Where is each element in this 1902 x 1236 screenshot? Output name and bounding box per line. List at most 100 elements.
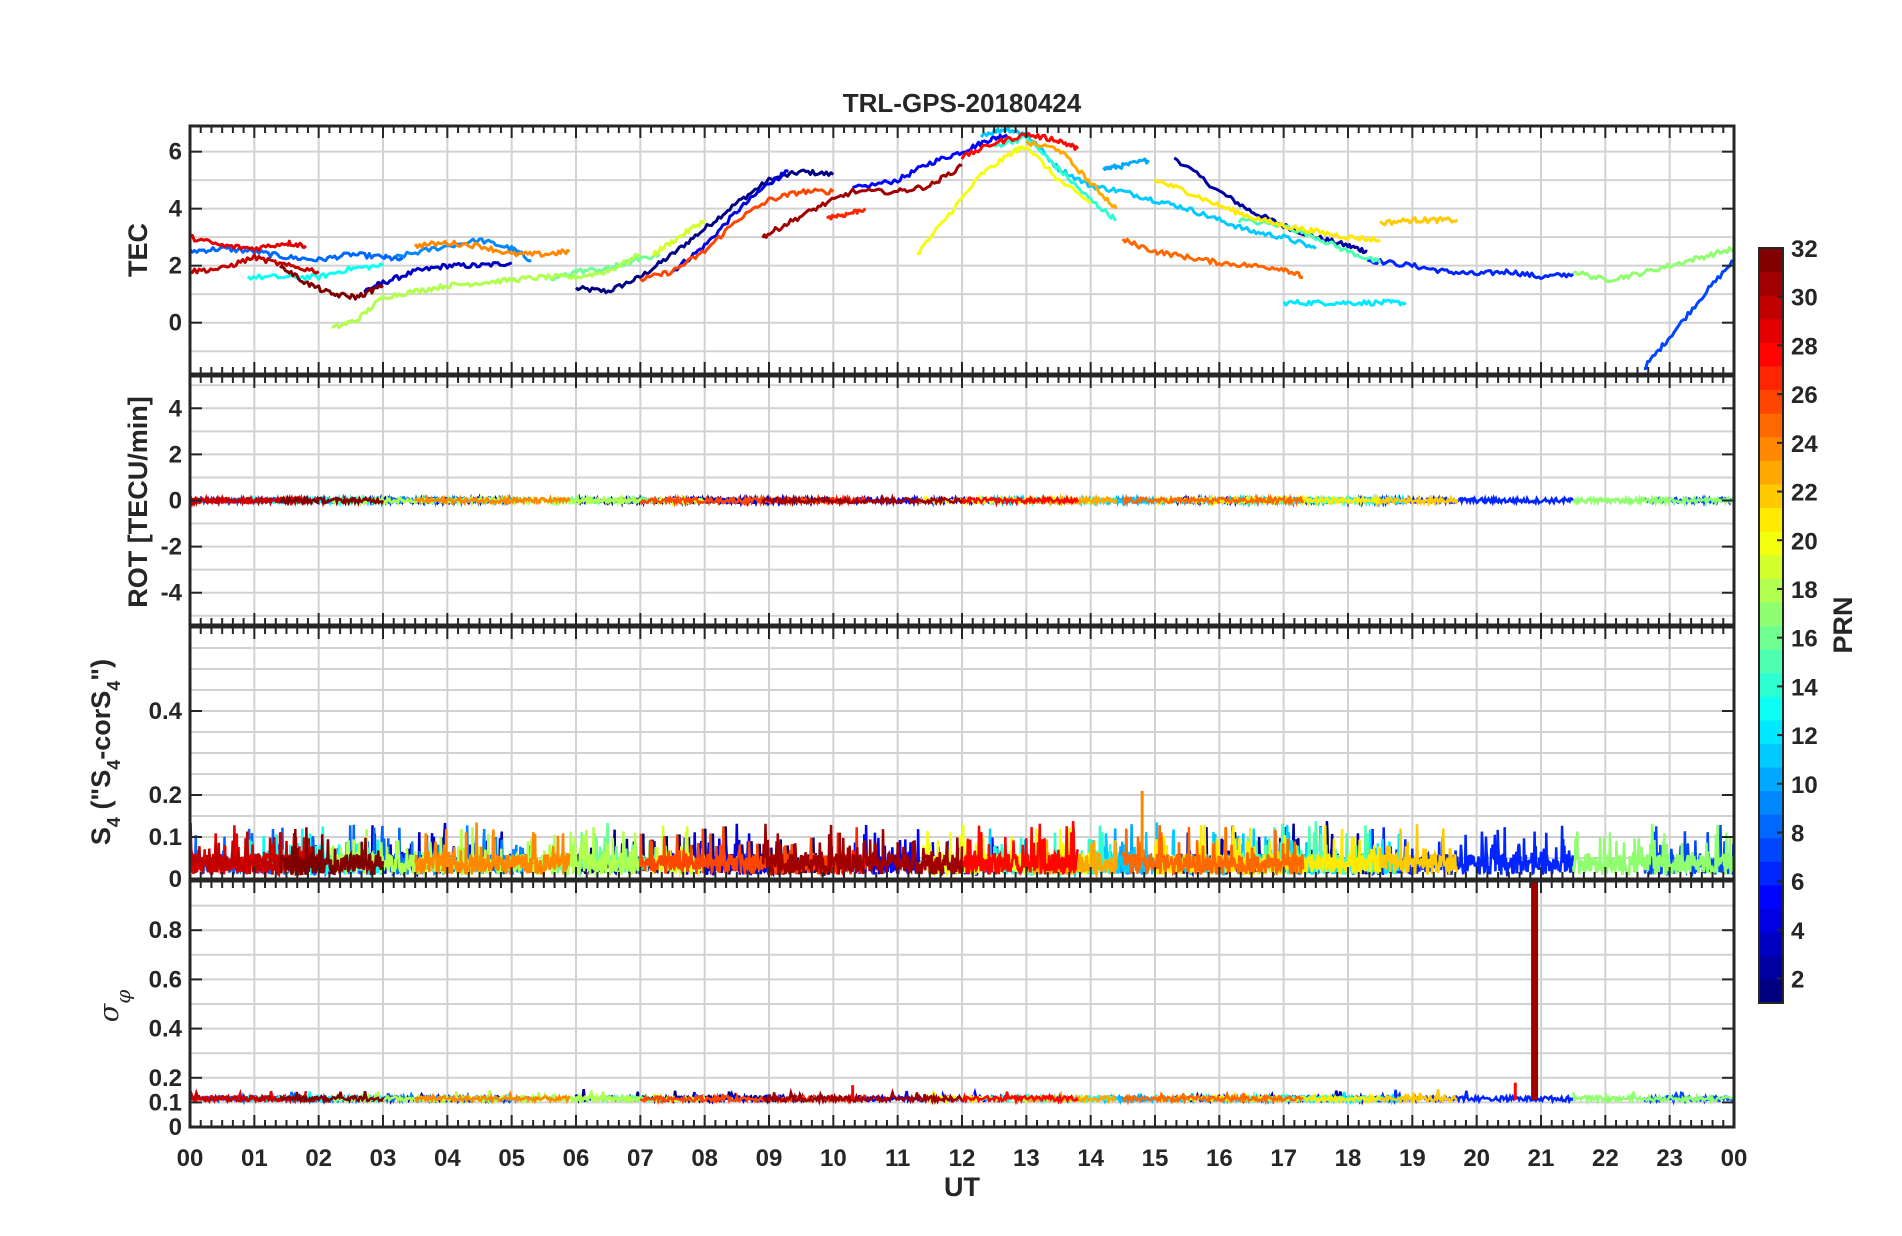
- colorbar-swatch: [1759, 483, 1783, 509]
- colorbar-swatch: [1759, 507, 1783, 532]
- colorbar-swatch: [1759, 554, 1783, 579]
- sigma-trace-prn-24: [414, 1089, 571, 1105]
- tec-trace-prn-26: [639, 187, 835, 283]
- colorbar-swatch: [1759, 248, 1783, 273]
- colorbar-swatch: [1759, 932, 1783, 957]
- x-tick-label: 20: [1463, 1145, 1490, 1172]
- colorbar-label: PRN: [1828, 596, 1858, 653]
- x-tick-label: 15: [1142, 1145, 1169, 1172]
- tec-trace-prn-3: [363, 261, 513, 293]
- s4-label-end: "): [86, 659, 116, 681]
- colorbar-tick-label: 14: [1791, 674, 1818, 701]
- s4-panel: 00.10.20.4 S4 ("S4-corS4"): [86, 625, 1736, 893]
- x-tick-label: 08: [691, 1145, 718, 1172]
- colorbar-swatch: [1759, 318, 1783, 343]
- rot-trace-prn-25: [1121, 493, 1305, 508]
- colorbar-swatch: [1759, 672, 1783, 697]
- y-tick-label: 0: [169, 310, 182, 337]
- tec-trace-prn-10: [1102, 157, 1150, 172]
- tec-trace-prn-12: [1282, 298, 1407, 307]
- x-tick-label: 11: [885, 1145, 910, 1172]
- x-tick-labels: 00 01 02 03 04 05 06 07 08 09 10 11 12 13 14 15 16 17 18 19…: [177, 1145, 1748, 1172]
- colorbar-tick-label: 8: [1791, 821, 1804, 848]
- x-tick-label: 23: [1656, 1145, 1683, 1172]
- y-tick-label: 0.4: [149, 1016, 183, 1043]
- colorbar-swatch: [1759, 767, 1783, 792]
- tec-trace-prn-18: [331, 252, 642, 330]
- tec-trace-prn-22: [1379, 216, 1459, 227]
- tec-axis-label: TEC: [123, 223, 153, 277]
- x-tick-label: 02: [305, 1145, 332, 1172]
- sigma-trace-prn-28: [961, 1091, 1079, 1106]
- tec-trace-prn-31: [761, 163, 963, 239]
- colorbar-tick-label: 18: [1791, 577, 1818, 604]
- s4-trace-prn-31: [761, 823, 964, 876]
- colorbar-swatch: [1759, 696, 1783, 721]
- tec-trace-prn-14: [993, 134, 1117, 222]
- x-tick-label: 19: [1399, 1145, 1426, 1172]
- colorbar-swatch: [1759, 837, 1783, 862]
- tec-trace-prn-29: [190, 233, 307, 252]
- sigma-phi-axis-label: σφ: [94, 990, 135, 1022]
- x-tick-label: 21: [1528, 1145, 1555, 1172]
- colorbar-swatch: [1759, 460, 1783, 485]
- colorbar-tick-label: 28: [1791, 333, 1818, 360]
- colorbar-tick-label: 24: [1791, 431, 1818, 458]
- colorbar-swatch: [1759, 578, 1783, 603]
- tec-trace-prn-9: [395, 237, 532, 263]
- s4-trace-prn-28: [960, 821, 1080, 877]
- tec-trace-prn-5: [852, 133, 1008, 190]
- colorbar-swatch: [1759, 743, 1783, 768]
- y-tick-label: 4: [169, 196, 183, 223]
- x-tick-label: 14: [1077, 1145, 1104, 1172]
- tec-trace-prn-20: [916, 145, 1092, 256]
- colorbar-swatch: [1759, 436, 1783, 461]
- x-tick-label: 12: [949, 1145, 976, 1172]
- colorbar-swatch: [1759, 649, 1783, 674]
- tec-panel: 0 2 4 6 TEC: [123, 124, 1736, 376]
- y-tick-label: -2: [161, 534, 182, 561]
- s4-label-sub-1: 4: [104, 817, 124, 827]
- x-tick-label: 13: [1013, 1145, 1040, 1172]
- colorbar-swatch: [1759, 531, 1783, 556]
- y-tick-label: 0.1: [149, 1089, 182, 1116]
- tec-trace-prn-23: [1025, 140, 1118, 210]
- y-tick-label: 2: [169, 253, 182, 280]
- s4-label-main: S: [86, 827, 116, 845]
- tec-trace-prn-8: [190, 245, 404, 263]
- tec-trace-prn-4: [671, 169, 789, 273]
- s4-axis-label: S4 ("S4-corS4"): [86, 659, 124, 845]
- rot-trace-prn-28: [960, 494, 1079, 508]
- colorbar-tick-label: 30: [1791, 285, 1818, 312]
- sigma-trace-prn-31: [761, 1087, 964, 1106]
- x-tick-label: 01: [241, 1145, 268, 1172]
- tec-trace-prn-32: [279, 264, 384, 301]
- s4-trace-prn-22: [1378, 824, 1459, 875]
- colorbar-frame: [1758, 247, 1784, 1004]
- rot-trace-prn-17: [1572, 494, 1734, 508]
- colorbar-tick-label: 6: [1791, 869, 1804, 896]
- sigma-trace-prn-25: [1121, 1090, 1304, 1106]
- tec-trace-prn-24: [413, 239, 571, 258]
- colorbar-tick-label: 4: [1791, 918, 1805, 945]
- tec-trace-prn-7: [1643, 258, 1734, 371]
- colorbar-swatch: [1759, 955, 1783, 980]
- sigma-trace-prn-22: [1379, 1089, 1458, 1105]
- y-tick-label: 0: [169, 1114, 182, 1141]
- tec-trace-prn-13: [246, 262, 384, 281]
- colorbar-tick-label: 12: [1791, 723, 1818, 750]
- x-tick-label: 06: [563, 1145, 590, 1172]
- s4-label-sub-3: 4: [104, 681, 124, 691]
- colorbar-swatch: [1759, 790, 1783, 815]
- colorbar-swatch: [1759, 908, 1783, 933]
- x-tick-label: 10: [820, 1145, 847, 1172]
- y-tick-label: 0: [169, 488, 182, 515]
- y-tick-label: 0.2: [149, 782, 182, 809]
- y-tick-label: 0.2: [149, 1065, 182, 1092]
- tec-trace-prn-25: [1121, 237, 1304, 279]
- colorbar-swatch: [1759, 814, 1783, 839]
- x-tick-label: 03: [370, 1145, 397, 1172]
- colorbar-tick-label: 20: [1791, 528, 1818, 555]
